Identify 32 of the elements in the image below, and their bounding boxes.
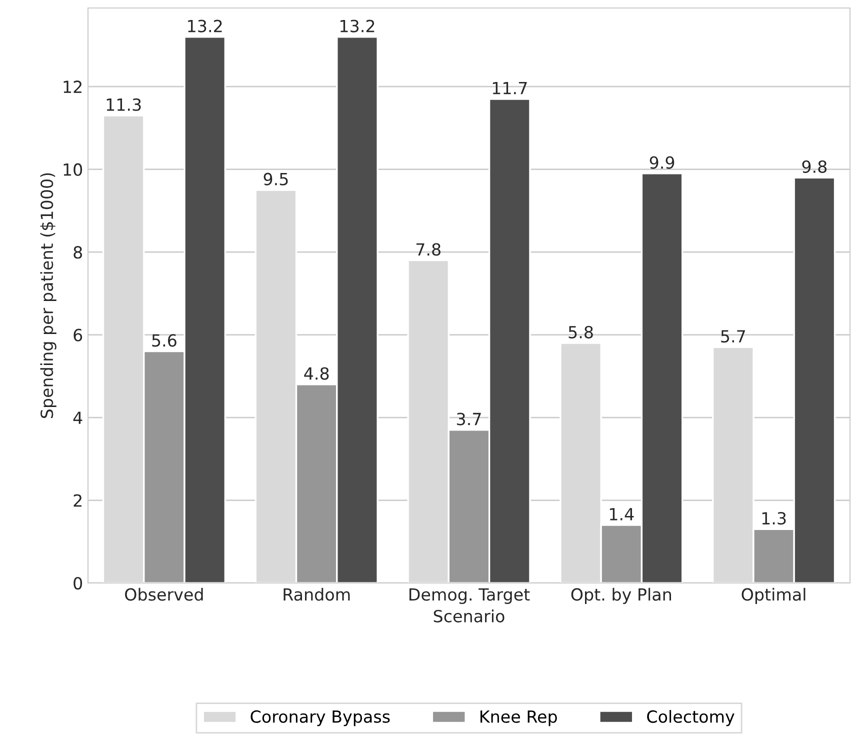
x-tick-label: Random	[284, 588, 350, 601]
legend-label: Coronary Bypass	[250, 710, 390, 726]
x-axis-title: Scenario	[434, 610, 504, 622]
y-tick-label: 0	[74, 576, 82, 590]
data-label: 13.2	[188, 20, 222, 32]
x-tick-label: Opt. by Plan	[571, 588, 671, 604]
y-tick-label: 2	[74, 494, 82, 507]
data-label: 9.8	[802, 160, 827, 173]
data-label: 11.7	[492, 82, 527, 94]
x-tick-label: Observed	[125, 588, 203, 601]
data-label: 9.5	[264, 172, 288, 186]
legend-label: Colectomy	[647, 710, 734, 726]
y-tick-label: 6	[74, 328, 82, 342]
x-tick-label: Demog. Target	[410, 588, 530, 604]
x-tick-label: Optimal	[742, 588, 806, 604]
legend-label: Knee Rep	[480, 710, 557, 726]
data-label: 1.3	[762, 512, 786, 525]
data-label: 5.6	[152, 334, 176, 347]
data-label: 7.8	[416, 243, 440, 256]
y-tick-label: 8	[74, 246, 82, 259]
data-label: 5.7	[721, 330, 745, 343]
y-tick-label: 12	[64, 80, 82, 93]
y-axis-title: Spending per patient ($1000)	[40, 173, 56, 418]
data-label: 1.4	[610, 508, 634, 520]
data-label: 3.7	[457, 412, 481, 426]
data-label: 9.9	[650, 156, 674, 169]
data-label: 4.8	[304, 367, 329, 380]
y-tick-label: 4	[73, 412, 82, 424]
data-label: 5.8	[568, 326, 593, 338]
data-label: 11.3	[106, 98, 141, 111]
data-label: 13.2	[340, 20, 374, 32]
y-tick-label: 10	[64, 163, 82, 176]
